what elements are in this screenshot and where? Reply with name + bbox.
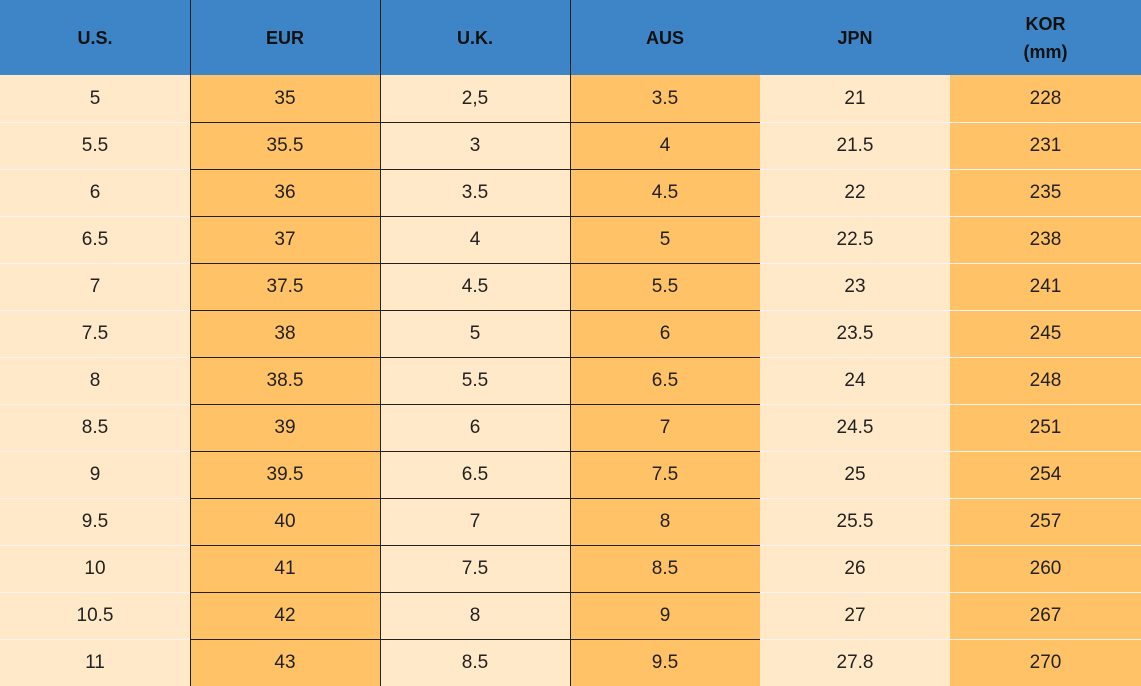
table-cell: 7 <box>570 404 760 451</box>
table-cell: 9 <box>570 592 760 639</box>
table-cell: 36 <box>190 169 380 216</box>
table-cell: 40 <box>190 498 380 545</box>
table-cell: 8 <box>380 592 570 639</box>
table-cell: 4 <box>380 216 570 263</box>
table-cell: 23 <box>760 263 950 310</box>
table-cell: 7.5 <box>0 310 190 357</box>
table-cell: 24 <box>760 357 950 404</box>
header-cell: AUS <box>570 0 760 75</box>
table-cell: 25.5 <box>760 498 950 545</box>
table-cell: 22 <box>760 169 950 216</box>
table-cell: 41 <box>190 545 380 592</box>
table-cell: 23.5 <box>760 310 950 357</box>
table-cell: 4.5 <box>380 263 570 310</box>
table-cell: 10 <box>0 545 190 592</box>
table-cell: 267 <box>950 592 1141 639</box>
table-cell: 231 <box>950 122 1141 169</box>
table-cell: 9.5 <box>0 498 190 545</box>
table-cell: 6 <box>380 404 570 451</box>
table-cell: 5.5 <box>0 122 190 169</box>
table-cell: 22.5 <box>760 216 950 263</box>
header-cell: JPN <box>760 0 950 75</box>
table-cell: 11 <box>0 639 190 686</box>
header-cell: U.S. <box>0 0 190 75</box>
table-cell: 8.5 <box>0 404 190 451</box>
table-cell: 7 <box>0 263 190 310</box>
table-cell: 3.5 <box>570 75 760 122</box>
table-cell: 43 <box>190 639 380 686</box>
table-cell: 6.5 <box>380 451 570 498</box>
table-cell: 5 <box>570 216 760 263</box>
table-cell: 6 <box>570 310 760 357</box>
table-cell: 27.8 <box>760 639 950 686</box>
table-cell: 241 <box>950 263 1141 310</box>
table-cell: 3 <box>380 122 570 169</box>
table-cell: 251 <box>950 404 1141 451</box>
table-cell: 21.5 <box>760 122 950 169</box>
table-cell: 4 <box>570 122 760 169</box>
table-cell: 27 <box>760 592 950 639</box>
table-cell: 5.5 <box>380 357 570 404</box>
table-cell: 3.5 <box>380 169 570 216</box>
table-cell: 21 <box>760 75 950 122</box>
table-cell: 2,5 <box>380 75 570 122</box>
table-cell: 26 <box>760 545 950 592</box>
table-cell: 38.5 <box>190 357 380 404</box>
table-cell: 6.5 <box>570 357 760 404</box>
table-cell: 37 <box>190 216 380 263</box>
table-cell: 257 <box>950 498 1141 545</box>
table-cell: 238 <box>950 216 1141 263</box>
table-cell: 38 <box>190 310 380 357</box>
table-cell: 24.5 <box>760 404 950 451</box>
table-cell: 6.5 <box>0 216 190 263</box>
table-cell: 9 <box>0 451 190 498</box>
table-cell: 245 <box>950 310 1141 357</box>
table-cell: 6 <box>0 169 190 216</box>
header-cell: KOR (mm) <box>950 0 1141 75</box>
table-cell: 248 <box>950 357 1141 404</box>
column-divider <box>190 0 191 686</box>
table-cell: 8.5 <box>570 545 760 592</box>
table-cell: 8 <box>0 357 190 404</box>
table-cell: 37.5 <box>190 263 380 310</box>
table-cell: 9.5 <box>570 639 760 686</box>
table-cell: 8 <box>570 498 760 545</box>
table-cell: 7.5 <box>380 545 570 592</box>
table-cell: 5 <box>0 75 190 122</box>
table-cell: 228 <box>950 75 1141 122</box>
table-cell: 7 <box>380 498 570 545</box>
table-cell: 5.5 <box>570 263 760 310</box>
table-cell: 260 <box>950 545 1141 592</box>
table-cell: 42 <box>190 592 380 639</box>
table-cell: 35 <box>190 75 380 122</box>
column-divider <box>380 0 381 686</box>
table-cell: 4.5 <box>570 169 760 216</box>
table-cell: 5 <box>380 310 570 357</box>
table-cell: 270 <box>950 639 1141 686</box>
table-cell: 8.5 <box>380 639 570 686</box>
table-cell: 7.5 <box>570 451 760 498</box>
table-cell: 39.5 <box>190 451 380 498</box>
table-cell: 35.5 <box>190 122 380 169</box>
table-cell: 235 <box>950 169 1141 216</box>
table-cell: 10.5 <box>0 592 190 639</box>
header-cell: U.K. <box>380 0 570 75</box>
table-cell: 254 <box>950 451 1141 498</box>
header-cell: EUR <box>190 0 380 75</box>
table-cell: 39 <box>190 404 380 451</box>
column-divider <box>570 0 571 686</box>
table-cell: 25 <box>760 451 950 498</box>
